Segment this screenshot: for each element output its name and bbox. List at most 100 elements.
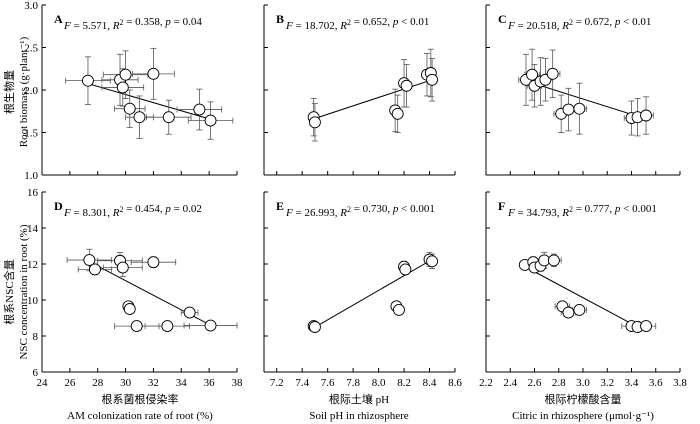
data-point — [82, 74, 94, 87]
x-tick-label: 26 — [64, 377, 76, 389]
data-point — [640, 320, 652, 333]
svg-text:Root biomass (g·plant⁻¹): Root biomass (g·plant⁻¹) — [18, 36, 30, 147]
stat-part: F — [63, 207, 71, 219]
panel-A: 1.0 1.5 2.0 2.5 3.0 A F = 5.571, R2 = 0.358, p… — [24, 0, 238, 182]
data-point — [391, 107, 404, 120]
stat-part: = 26.993, — [293, 207, 340, 219]
panel-letter: E — [276, 199, 284, 213]
data-point — [547, 254, 560, 267]
stat-part: < 0.01 — [620, 16, 651, 28]
data-point — [83, 254, 96, 266]
stat-part: R — [339, 207, 347, 219]
data-point — [308, 321, 321, 333]
stat-part: p — [392, 16, 399, 28]
stat-part: = 0.652, — [351, 16, 393, 28]
stat-text: F = 5.571, R2 = 0.358, p = 0.04 — [63, 16, 202, 32]
x-tick-label: 8.6 — [448, 377, 462, 389]
x-title-col2-cn: 根际土壤 pH — [329, 392, 389, 406]
data-point — [426, 255, 439, 268]
y-title-bottom: 根系NSC含量 NSC concentration in root (%) — [2, 224, 30, 359]
x-tick-label: 7.8 — [346, 377, 360, 389]
data-point — [162, 111, 175, 124]
stat-part: = 0.777, — [573, 203, 615, 215]
data-point — [123, 303, 136, 315]
data-point — [193, 103, 206, 116]
y-title-bottom-cn: 根系NSC含量 — [2, 259, 16, 324]
x-tick-label: 7.6 — [321, 377, 335, 389]
svg-text:根生物量: 根生物量 — [2, 70, 16, 114]
stat-part: = 18.702, — [293, 20, 340, 32]
x-tick-label: 2.6 — [528, 377, 542, 389]
data-point — [400, 79, 413, 92]
y-tick-label: 10 — [27, 295, 39, 307]
stat-text: F = 20.518, R2 = 0.672, p < 0.01 — [507, 16, 651, 32]
stat-part: = 0.454, — [123, 203, 165, 215]
data-point — [640, 109, 652, 122]
panel-D: 6 8 10 12 14 16 24 26 28 30 32 34 36 38 D F = 8.301, R2… — [27, 187, 243, 389]
stat-part: = 0.02 — [171, 203, 202, 215]
stat-part: R — [112, 207, 120, 219]
regression-line — [313, 79, 433, 120]
x-tick-label: 28 — [92, 377, 104, 389]
stat-part: 2 — [569, 205, 573, 214]
x-tick-label: 3.6 — [649, 377, 663, 389]
svg-text:NSC concentration in root (%): NSC concentration in root (%) — [18, 224, 30, 359]
stat-part: F — [507, 20, 515, 32]
stat-part: = 0.672, — [573, 16, 615, 28]
stat-part: < 0.01 — [398, 16, 429, 28]
stat-text: F = 26.993, R2 = 0.730, p < 0.001 — [285, 203, 435, 219]
stat-part: p — [164, 203, 171, 215]
y-title-top-en: Root biomass (g·plant⁻¹) — [18, 36, 30, 147]
data-point — [573, 102, 586, 115]
panel-letter: B — [276, 12, 284, 26]
stat-part: = 8.301, — [71, 207, 113, 219]
regression-line — [528, 268, 647, 332]
x-title-col3-en: Citric in rhizosphere (μmol·g⁻¹) — [512, 410, 654, 422]
data-point — [183, 306, 196, 319]
x-tick-label: 38 — [232, 377, 244, 389]
data-point — [399, 263, 412, 276]
x-tick-label: 36 — [204, 377, 216, 389]
y-tick-label: 2.0 — [24, 85, 38, 97]
data-point — [133, 111, 146, 124]
data-point — [88, 263, 101, 276]
y-tick-label: 3.0 — [24, 0, 38, 12]
data-point — [426, 73, 439, 86]
x-tick-label: 30 — [120, 377, 132, 389]
stat-part: 2 — [569, 18, 573, 27]
data-point — [562, 103, 575, 116]
stat-part: = 0.04 — [171, 16, 202, 28]
stat-part: = 5.571, — [71, 20, 113, 32]
data-point — [204, 319, 217, 332]
stat-part: F — [507, 207, 515, 219]
stat-part: F — [63, 20, 71, 32]
y-title-top: 根生物量 Root biomass (g·plant⁻¹) — [2, 36, 30, 147]
panel-letter: D — [54, 199, 63, 213]
y-tick-label: 14 — [27, 223, 39, 235]
data-point — [116, 261, 129, 274]
data-point — [123, 102, 136, 115]
data-point — [546, 67, 559, 80]
data-point — [147, 256, 160, 269]
x-tick-label: 24 — [37, 377, 49, 389]
regression-line — [313, 259, 433, 329]
data-point — [130, 320, 143, 333]
stat-part: R — [561, 207, 569, 219]
stat-part: p — [614, 203, 621, 215]
y-title-bottom-en: NSC concentration in root (%) — [18, 224, 30, 359]
panel-letter: F — [498, 199, 505, 213]
x-tick-label: 3.2 — [600, 377, 614, 389]
data-point — [526, 68, 539, 81]
stat-part: < 0.001 — [398, 203, 434, 215]
panel-letter: A — [54, 12, 63, 26]
x-tick-label: 2.2 — [479, 377, 493, 389]
stat-part: F — [285, 207, 293, 219]
x-tick-label: 3.4 — [625, 377, 639, 389]
data-point — [204, 114, 217, 127]
y-tick-label: 8 — [33, 331, 39, 343]
stat-part: = 20.518, — [515, 20, 562, 32]
stat-part: R — [561, 20, 569, 32]
